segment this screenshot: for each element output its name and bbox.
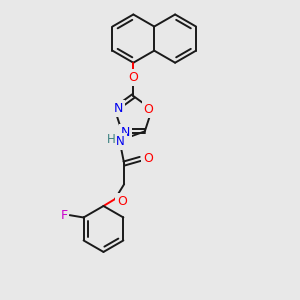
Text: F: F <box>61 209 68 222</box>
Text: O: O <box>117 195 127 208</box>
Text: O: O <box>128 71 138 84</box>
Text: N: N <box>116 135 125 148</box>
Text: N: N <box>113 102 123 115</box>
Text: O: O <box>143 103 153 116</box>
Text: O: O <box>143 152 153 165</box>
Text: H: H <box>107 133 116 146</box>
Text: N: N <box>121 126 130 139</box>
